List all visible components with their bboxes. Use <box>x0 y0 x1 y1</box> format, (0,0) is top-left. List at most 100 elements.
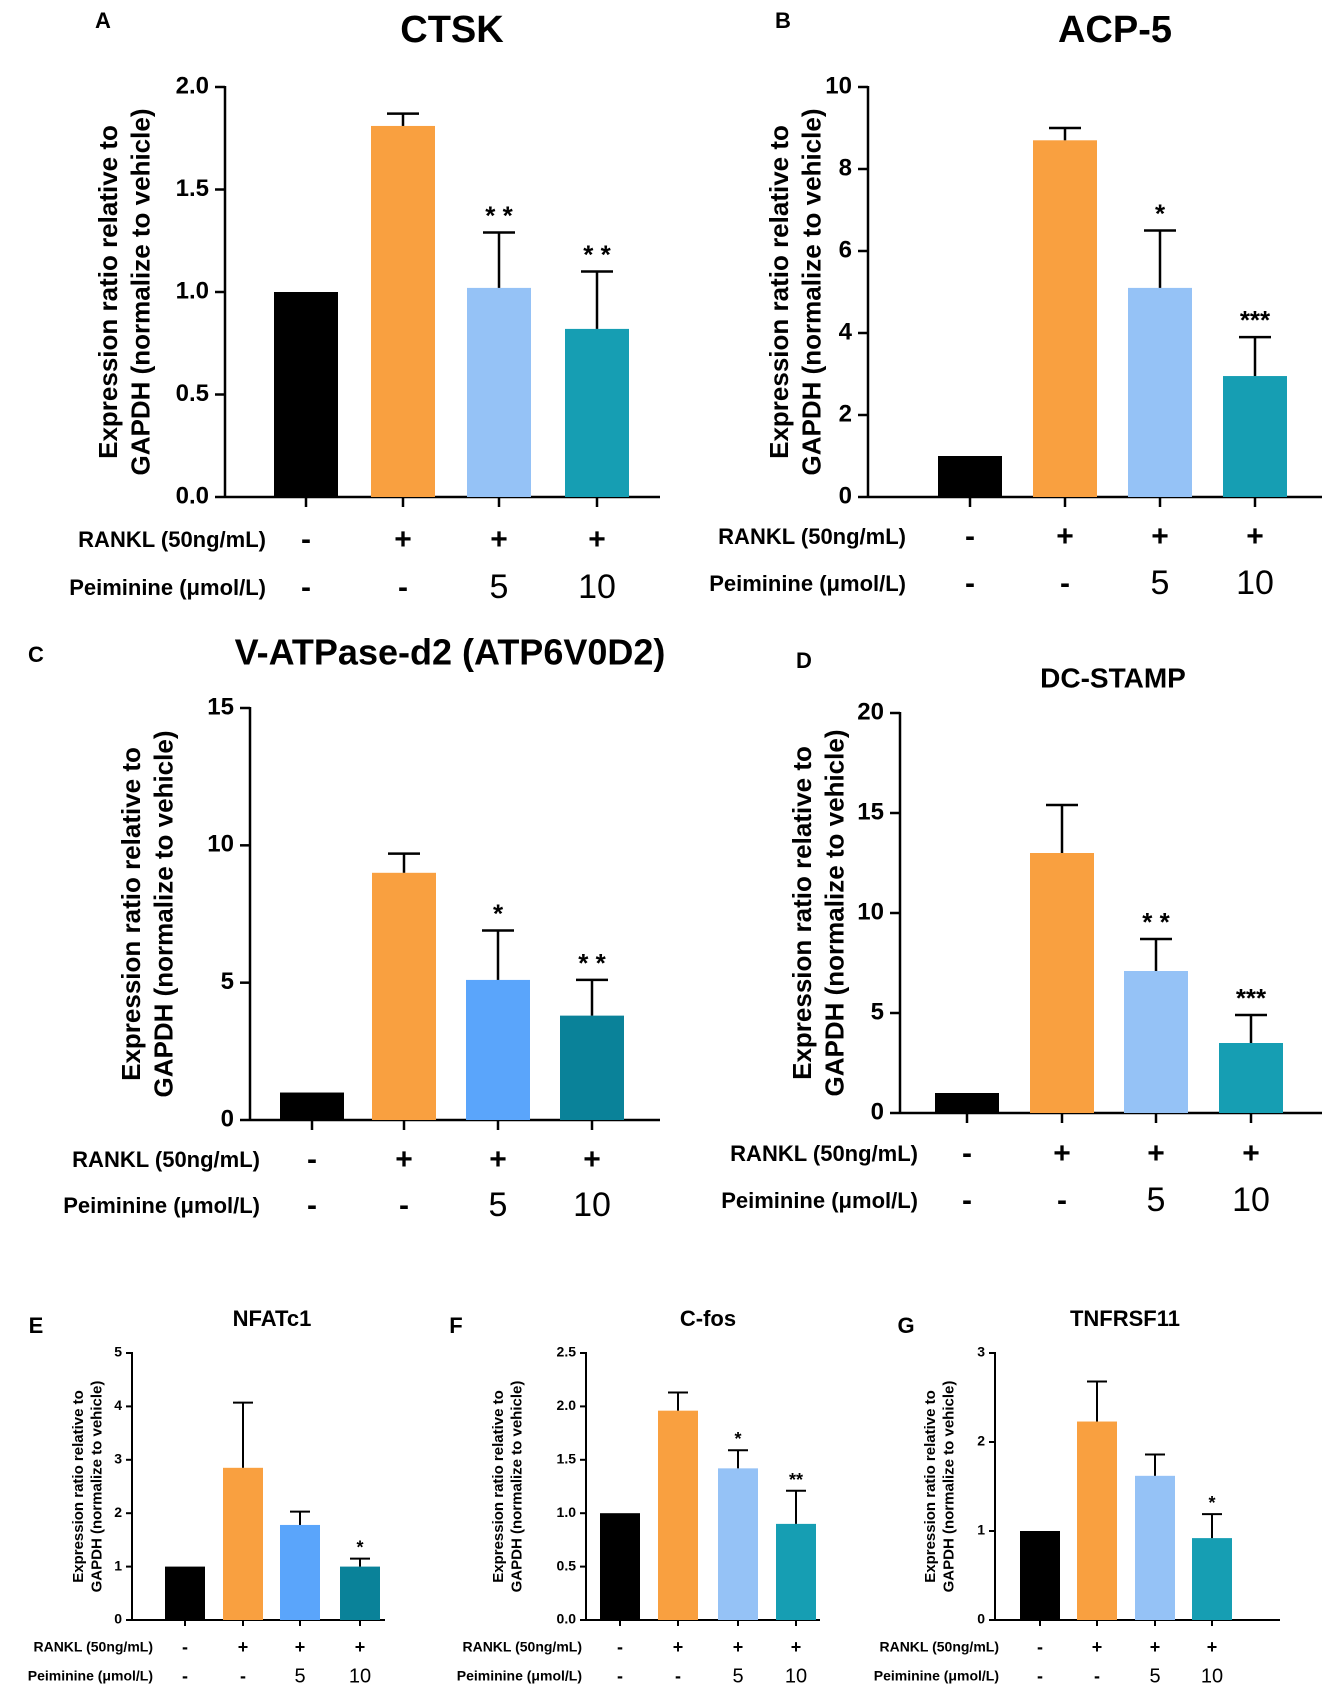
bar-2 <box>371 125 435 497</box>
bar-3 <box>1128 287 1192 497</box>
y-tick-label: 5 <box>221 968 234 995</box>
significance-4: * * <box>583 240 611 270</box>
y-tick-label: 10 <box>857 898 884 925</box>
peiminine-dose-1: - <box>307 1189 317 1222</box>
bar-3 <box>466 979 530 1120</box>
peiminine-dose-3: 5 <box>732 1665 743 1685</box>
peiminine-row-label: Peiminine (μmol/L) <box>28 1668 153 1684</box>
bar-3 <box>1135 1475 1175 1620</box>
peiminine-dose-3: 5 <box>1147 1181 1166 1219</box>
bar-3 <box>718 1468 758 1620</box>
bar-2 <box>658 1410 698 1620</box>
rankl-sign-3: + <box>489 1143 507 1176</box>
significance-3: * * <box>485 201 513 231</box>
y-tick-label: 0 <box>871 1098 884 1125</box>
rankl-sign-4: + <box>588 523 606 556</box>
y-tick-label: 0.5 <box>557 1557 577 1573</box>
significance-3: * <box>1155 199 1166 229</box>
significance-3: * <box>734 1429 741 1449</box>
panel-f: F C-fos Expression ratio relative to GAPDH … <box>449 1306 820 1685</box>
y-axis-label-line: Expression ratio relative to <box>116 747 146 1081</box>
peiminine-row-label: Peiminine (μmol/L) <box>874 1668 999 1684</box>
peiminine-dose-3: 5 <box>490 568 509 606</box>
panel-letter: D <box>796 648 812 673</box>
rankl-row-label: RANKL (50ng/mL) <box>730 1141 918 1166</box>
rankl-row-label: RANKL (50ng/mL) <box>72 1147 260 1172</box>
chart-title: ACP-5 <box>1058 9 1172 51</box>
rankl-sign-1: - <box>1037 1637 1043 1657</box>
bar-4 <box>340 1566 380 1620</box>
rankl-sign-1: - <box>962 1137 972 1170</box>
peiminine-row-label: Peiminine (μmol/L) <box>457 1668 582 1684</box>
y-axis-label-line: Expression ratio relative to <box>93 125 123 459</box>
y-tick-label: 1 <box>114 1557 122 1573</box>
y-tick-label: 5 <box>114 1344 122 1360</box>
rankl-sign-4: + <box>791 1637 802 1657</box>
rankl-sign-4: + <box>1207 1637 1218 1657</box>
y-axis-label: Expression ratio relative toGAPDH (norma… <box>764 109 827 476</box>
y-tick-label: 20 <box>857 698 884 725</box>
rankl-sign-2: + <box>673 1637 684 1657</box>
peiminine-dose-1: - <box>965 567 975 600</box>
peiminine-dose-1: - <box>962 1184 972 1217</box>
panel-a: A CTSK Expression ratio relative toGAPDH (… <box>69 8 660 606</box>
rankl-sign-3: + <box>1147 1137 1165 1170</box>
peiminine-dose-4: 10 <box>349 1665 371 1685</box>
peiminine-dose-2: - <box>398 571 408 604</box>
significance-4: ** <box>789 1470 803 1490</box>
bar-4 <box>560 1015 624 1120</box>
y-tick-label: 0 <box>114 1611 122 1627</box>
y-axis-label-line: Expression ratio relative to <box>922 1390 939 1583</box>
peiminine-dose-1: - <box>1037 1666 1043 1685</box>
bar-1 <box>935 1093 999 1113</box>
peiminine-row-label: Peiminine (μmol/L) <box>709 571 906 596</box>
rankl-sign-2: + <box>1092 1637 1103 1657</box>
y-axis-label-line: GAPDH (normalize to vehicle) <box>125 109 155 476</box>
y-tick-label: 0.5 <box>176 380 209 407</box>
peiminine-dose-4: 10 <box>578 568 616 606</box>
bar-4 <box>1223 376 1287 497</box>
y-axis-label-line: GAPDH (normalize to vehicle) <box>148 731 178 1098</box>
peiminine-dose-4: 10 <box>573 1186 611 1224</box>
y-tick-label: 8 <box>839 154 852 181</box>
peiminine-dose-2: - <box>1094 1666 1100 1685</box>
y-axis-label: Expression ratio relative toGAPDH (norma… <box>787 730 850 1097</box>
panel-letter: G <box>897 1313 914 1338</box>
y-tick-label: 1.5 <box>557 1451 577 1467</box>
y-tick-label: 15 <box>207 693 234 720</box>
chart-title: V-ATPase-d2 (ATP6V0D2) <box>235 632 666 673</box>
y-tick-label: 1.0 <box>176 277 209 304</box>
panel-e: E NFATc1 Expression ratio relative to GAPDH… <box>28 1306 385 1685</box>
bar-1 <box>938 456 1002 497</box>
peiminine-dose-4: 10 <box>1232 1181 1270 1219</box>
y-axis-label-line: GAPDH (normalize to vehicle) <box>941 1381 958 1593</box>
y-axis-label: Expression ratio relative toGAPDH (norma… <box>93 109 156 476</box>
significance-4: * * <box>578 948 606 978</box>
y-tick-label: 5 <box>871 998 884 1025</box>
bar-1 <box>1020 1531 1060 1620</box>
peiminine-dose-4: 10 <box>1201 1665 1223 1685</box>
peiminine-row-label: Peiminine (μmol/L) <box>63 1193 260 1218</box>
peiminine-dose-2: - <box>675 1666 681 1685</box>
rankl-row-label: RANKL (50ng/mL) <box>33 1639 153 1655</box>
chart-title: TNFRSF11 <box>1070 1306 1180 1331</box>
y-tick-label: 1.0 <box>557 1504 577 1520</box>
chart-title: DC-STAMP <box>1040 662 1186 693</box>
y-tick-label: 2 <box>114 1504 122 1520</box>
y-tick-label: 15 <box>857 798 884 825</box>
rankl-sign-3: + <box>1151 520 1169 553</box>
peiminine-dose-2: - <box>1057 1184 1067 1217</box>
chart-title: CTSK <box>400 9 504 51</box>
rankl-sign-4: + <box>1246 520 1264 553</box>
y-axis-label-line: GAPDH (normalize to vehicle) <box>509 1381 526 1593</box>
y-axis-label-line: GAPDH (normalize to vehicle) <box>819 730 849 1097</box>
y-axis-label-line: GAPDH (normalize to vehicle) <box>796 109 826 476</box>
rankl-sign-4: + <box>355 1637 366 1657</box>
rankl-sign-2: + <box>238 1637 249 1657</box>
bar-3 <box>280 1524 320 1620</box>
y-tick-label: 0.0 <box>176 482 209 509</box>
